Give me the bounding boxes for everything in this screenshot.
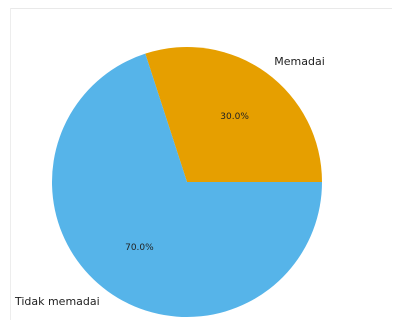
pie-slice-1 xyxy=(52,53,322,318)
top-border xyxy=(10,8,392,9)
pie-pct-label-1: 70.0% xyxy=(125,243,154,253)
pie-pct-label-0: 30.0% xyxy=(220,112,249,122)
pie-slice-0 xyxy=(145,47,322,183)
pie-category-label-1: Tidak memadai xyxy=(14,295,100,308)
pie-category-label-0: Memadai xyxy=(274,55,325,68)
left-border xyxy=(10,8,11,320)
